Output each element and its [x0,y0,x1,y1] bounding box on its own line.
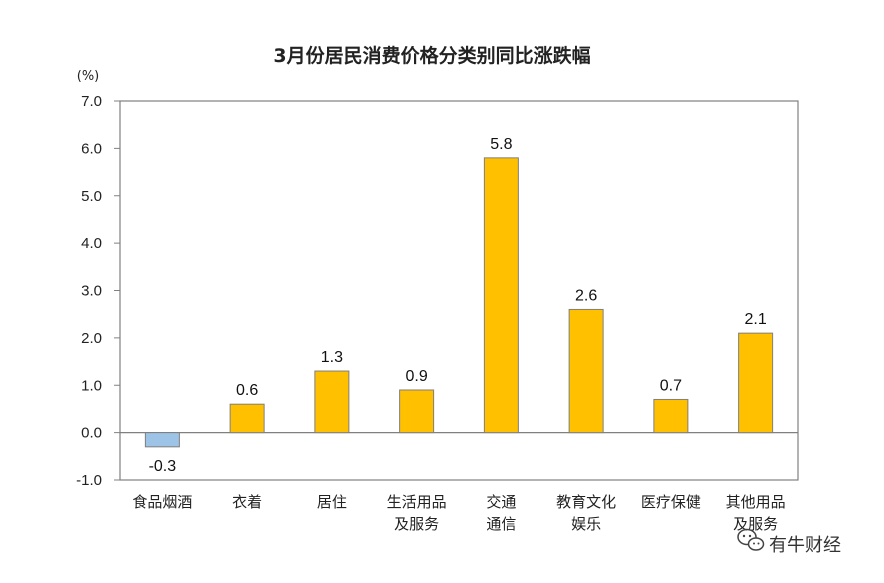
data-label: 1.3 [321,349,343,366]
data-label: 2.6 [575,287,597,304]
data-label: 0.7 [660,377,682,394]
watermark-text: 有牛财经 [769,535,841,556]
data-label: 0.9 [406,368,428,385]
x-category-label: 食品烟酒 [132,493,192,511]
y-tick-label: 3.0 [81,283,102,300]
watermark: 有牛财经 [737,528,841,556]
chart-title: 3月份居民消费价格分类别同比涨跌幅 [273,44,590,67]
x-category-label: 通信 [486,515,516,533]
bar [653,398,689,434]
x-category-label: 衣着 [232,493,262,511]
y-tick-label: 4.0 [81,235,102,252]
wechat-icon [737,528,765,551]
bar [738,332,774,434]
x-category-label: 居住 [317,493,347,511]
plot-frame [119,100,799,481]
bar [144,432,180,448]
y-tick-label: 1.0 [81,377,102,394]
x-category-label: 医疗保健 [641,493,701,511]
y-tick-label: 2.0 [81,330,102,347]
y-tick-label: 5.0 [81,188,102,205]
bar [399,389,435,434]
x-category-label: 其他用品 [726,493,786,511]
x-category-label: 娱乐 [571,515,601,533]
y-tick-label: 7.0 [81,93,102,110]
y-tick-label: 0.0 [81,425,102,442]
x-category-label: 及服务 [733,515,778,533]
x-category-label: 生活用品 [387,493,447,511]
y-axis-unit: (%) [77,69,100,84]
bar [568,308,604,434]
x-category-label: 交通 [486,493,516,511]
x-category-label: 及服务 [394,515,439,533]
data-label: 5.8 [490,136,512,153]
bar [483,157,519,434]
bar [229,403,265,434]
data-label: -0.3 [149,458,177,475]
y-tick-label: 6.0 [81,140,102,157]
data-label: 2.1 [745,311,767,328]
x-category-label: 教育文化 [556,493,616,511]
bar [314,370,350,434]
y-tick-label: -1.0 [76,472,102,489]
data-label: 0.6 [236,382,258,399]
